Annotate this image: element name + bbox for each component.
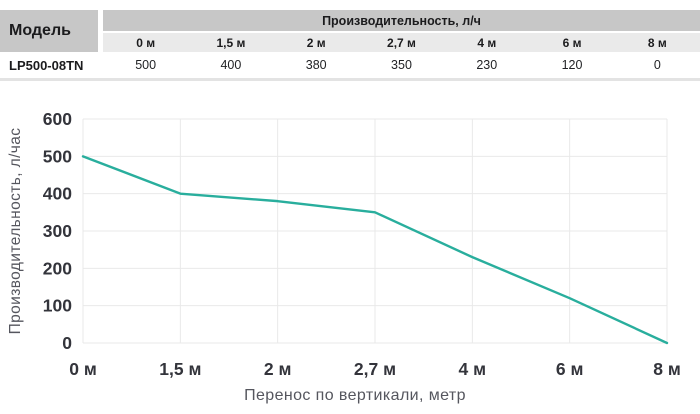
column-header: 1,5 м [216,35,246,50]
table-row: 500 400 380 350 230 120 0 [103,52,700,78]
y-tick-label: 500 [43,146,72,166]
x-tick-label: 2 м [264,359,292,379]
table-cell: 350 [391,58,412,72]
table-model-name: LP500-08TN [0,52,98,78]
x-tick-label: 1,5 м [159,359,201,379]
column-header: 4 м [477,35,497,50]
table-bottom-divider [0,78,700,81]
chart-tick-labels: 0 100 200 300 400 500 600 0 м 1,5 м 2 м 2,7 м 4 м 6 … [43,109,681,379]
x-tick-label: 8 м [653,359,681,379]
y-tick-label: 100 [43,296,72,316]
chart-gridlines [82,118,668,344]
column-header: 2,7 м [387,35,416,50]
x-axis-title: Перенос по вертикали, метр [244,387,466,404]
table-cell: 230 [476,58,498,72]
x-tick-label: 4 м [459,359,487,379]
y-tick-label: 300 [43,221,72,241]
y-tick-label: 0 [62,333,72,353]
table-cell: 400 [220,58,242,72]
x-tick-label: 0 м [69,359,97,379]
y-tick-label: 200 [43,258,72,278]
y-axis-title: Производительность, л/час [7,128,24,335]
y-tick-label: 400 [43,184,72,204]
x-tick-label: 6 м [556,359,584,379]
column-header: 8 м [647,35,667,50]
column-header: 6 м [562,35,582,50]
table-model-header: Модель [0,10,98,52]
chart-series [81,155,669,345]
table-group-header: Производительность, л/ч [103,10,700,31]
table-cell: 0 [653,58,661,72]
table-cell: 380 [305,58,327,72]
x-tick-label: 2,7 м [354,359,396,379]
data-line [81,155,669,345]
y-tick-label: 600 [43,109,72,129]
table-column-headers: 0 м 1,5 м 2 м 2,7 м 4 м 6 м 8 м [103,33,700,52]
column-header: 2 м [306,35,326,50]
table-cell: 500 [135,58,157,72]
table-cell: 120 [561,58,583,72]
column-header: 0 м [136,35,156,50]
